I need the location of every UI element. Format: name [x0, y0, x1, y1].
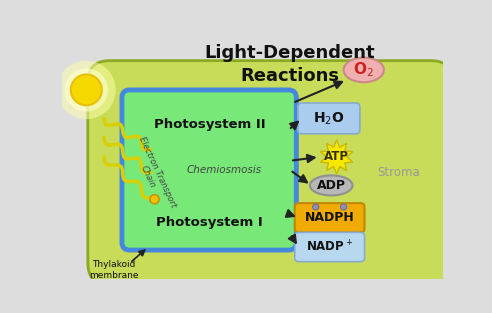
- Circle shape: [71, 74, 102, 105]
- Ellipse shape: [343, 58, 384, 82]
- Text: Chemiosmosis: Chemiosmosis: [186, 165, 262, 175]
- Text: H$_2$O: H$_2$O: [313, 110, 344, 127]
- Text: Light-Dependent
Reactions: Light-Dependent Reactions: [205, 44, 375, 85]
- FancyBboxPatch shape: [295, 203, 365, 232]
- Text: Electron Transport
Chain: Electron Transport Chain: [128, 136, 178, 214]
- Text: NADP$^+$: NADP$^+$: [306, 239, 353, 255]
- Text: ATP: ATP: [324, 151, 349, 163]
- Circle shape: [150, 195, 159, 204]
- Circle shape: [64, 68, 108, 111]
- Text: ADP: ADP: [317, 179, 346, 192]
- Text: Photosystem II: Photosystem II: [154, 118, 265, 131]
- FancyBboxPatch shape: [295, 232, 365, 262]
- Polygon shape: [320, 140, 353, 174]
- Text: O$_2$: O$_2$: [353, 60, 374, 79]
- Circle shape: [340, 204, 347, 210]
- Ellipse shape: [310, 175, 352, 195]
- Circle shape: [57, 61, 116, 119]
- FancyBboxPatch shape: [88, 61, 453, 285]
- Circle shape: [312, 204, 319, 210]
- FancyBboxPatch shape: [298, 103, 360, 134]
- FancyBboxPatch shape: [122, 90, 296, 250]
- Text: Photosystem I: Photosystem I: [156, 216, 263, 229]
- Text: Stroma: Stroma: [377, 166, 420, 179]
- Text: NADPH: NADPH: [305, 211, 355, 224]
- Text: Thylakoid
membrane: Thylakoid membrane: [90, 260, 139, 280]
